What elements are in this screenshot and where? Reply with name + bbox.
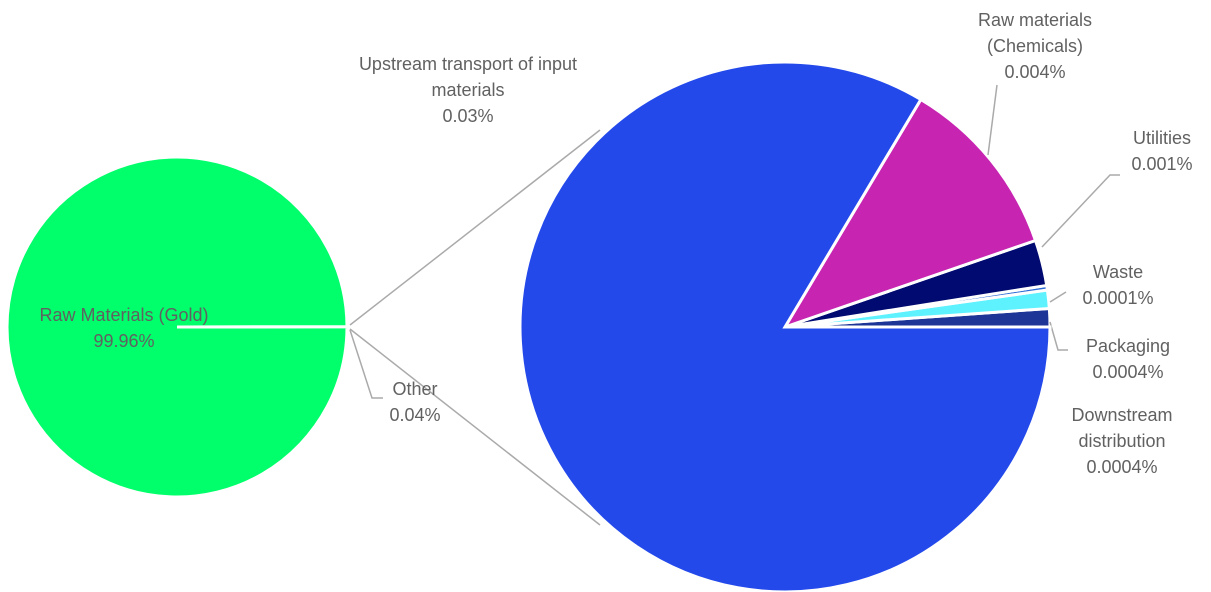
category-name: Other bbox=[392, 379, 438, 399]
leader-line bbox=[1049, 321, 1068, 351]
connector bbox=[349, 129, 601, 326]
slice-label: Raw Materials (Gold) 99.96% bbox=[4, 302, 244, 354]
pie-slice bbox=[518, 60, 1052, 592]
value-label: 0.04% bbox=[389, 405, 441, 425]
slice-label: Upstream transport of input materials 0.0… bbox=[358, 51, 578, 129]
category-name: Raw materials (Chemicals) bbox=[977, 10, 1093, 56]
slice-label: Packaging 0.0004% bbox=[1068, 333, 1188, 385]
category-name: Packaging bbox=[1085, 336, 1171, 356]
pie-slice bbox=[5, 155, 349, 499]
leader-line bbox=[349, 329, 383, 399]
category-name: Utilities bbox=[1132, 128, 1191, 148]
value-label: 0.004% bbox=[1004, 62, 1066, 82]
value-label: 0.0001% bbox=[1082, 288, 1154, 308]
slice-label: Downstream distribution 0.0004% bbox=[1057, 402, 1187, 480]
pie-slice bbox=[781, 97, 1038, 330]
category-name: Downstream distribution bbox=[1071, 405, 1173, 451]
category-name: Upstream transport of input materials bbox=[358, 54, 578, 100]
value-label: 99.96% bbox=[93, 331, 155, 351]
leader-line bbox=[987, 84, 998, 156]
category-name: Waste bbox=[1092, 262, 1144, 282]
leader-line bbox=[1049, 291, 1067, 303]
slice-label: Utilities 0.001% bbox=[1117, 125, 1207, 177]
category-name: Raw Materials (Gold) bbox=[39, 305, 209, 325]
value-label: 0.0004% bbox=[1086, 457, 1158, 477]
value-label: 0.03% bbox=[442, 106, 494, 126]
value-label: 0.001% bbox=[1131, 154, 1193, 174]
slice-label: Raw materials (Chemicals) 0.004% bbox=[965, 7, 1105, 85]
slice-label: Waste 0.0001% bbox=[1063, 259, 1173, 311]
leader-line bbox=[1041, 174, 1120, 248]
value-label: 0.0004% bbox=[1092, 362, 1164, 382]
connector bbox=[349, 328, 601, 526]
slice-label: Other 0.04% bbox=[375, 376, 455, 428]
